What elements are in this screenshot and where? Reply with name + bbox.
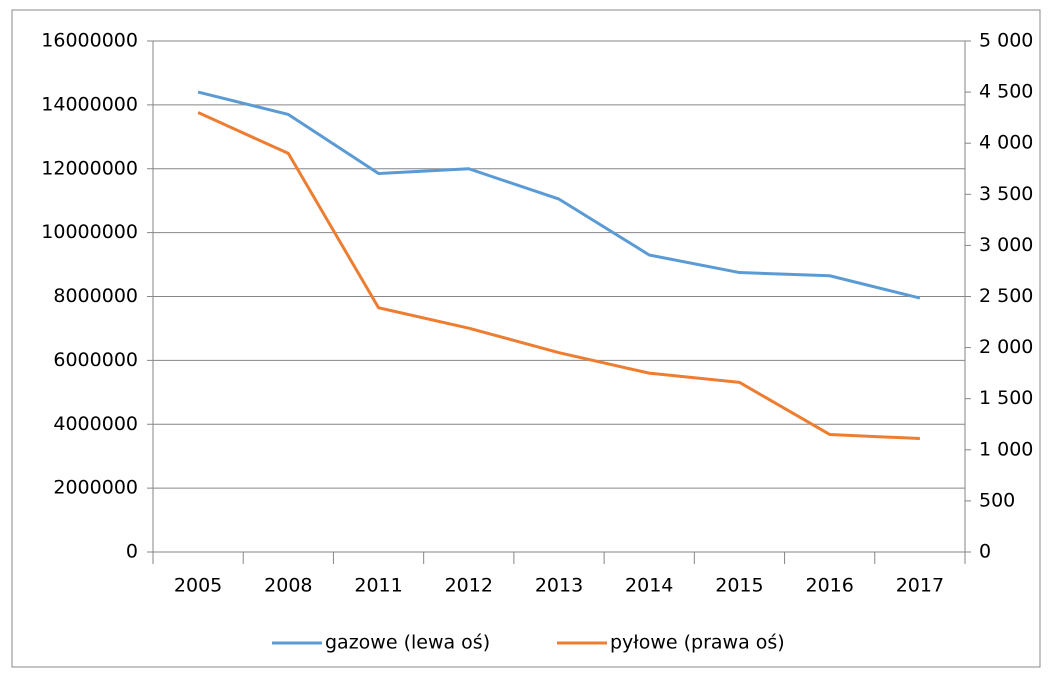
x-tick-label: 2014	[625, 575, 673, 597]
y2-tick-label: 3 500	[979, 183, 1033, 205]
y2-tick-label: 4 000	[979, 132, 1033, 154]
chart-border	[11, 9, 1041, 668]
y2-tick-label: 0	[979, 541, 991, 563]
y-tick-label: 6000000	[53, 349, 138, 371]
y2-tick-label: 4 500	[979, 81, 1033, 103]
y2-tick-label: 2 000	[979, 336, 1033, 358]
y-tick-label: 14000000	[41, 93, 138, 115]
x-tick-label: 2013	[535, 575, 583, 597]
y-tick-label: 0	[126, 541, 138, 563]
y-tick-label: 4000000	[53, 413, 138, 435]
x-tick-label: 2015	[715, 575, 763, 597]
y2-tick-label: 2 500	[979, 285, 1033, 307]
y-tick-label: 16000000	[41, 30, 138, 52]
y2-tick-label: 3 000	[979, 234, 1033, 256]
x-tick-label: 2011	[354, 575, 402, 597]
x-tick-label: 2017	[896, 575, 944, 597]
y2-tick-label: 1 000	[979, 438, 1033, 460]
y-tick-label: 8000000	[53, 285, 138, 307]
y2-tick-label: 1 500	[979, 387, 1033, 409]
legend-label: gazowe (lewa oś)	[325, 632, 490, 654]
y2-tick-label: 500	[979, 489, 1015, 511]
series-line	[197, 90, 921, 300]
y-tick-label: 12000000	[41, 157, 138, 179]
x-tick-label: 2016	[805, 575, 853, 597]
y-tick-label: 2000000	[53, 477, 138, 499]
x-tick-label: 2008	[264, 575, 312, 597]
legend-label: pyłowe (prawa oś)	[610, 632, 785, 654]
y2-tick-label: 5 000	[979, 30, 1033, 52]
x-tick-label: 2012	[445, 575, 493, 597]
series-line	[197, 111, 920, 441]
x-tick-label: 2005	[174, 575, 222, 597]
y-tick-label: 10000000	[41, 221, 138, 243]
